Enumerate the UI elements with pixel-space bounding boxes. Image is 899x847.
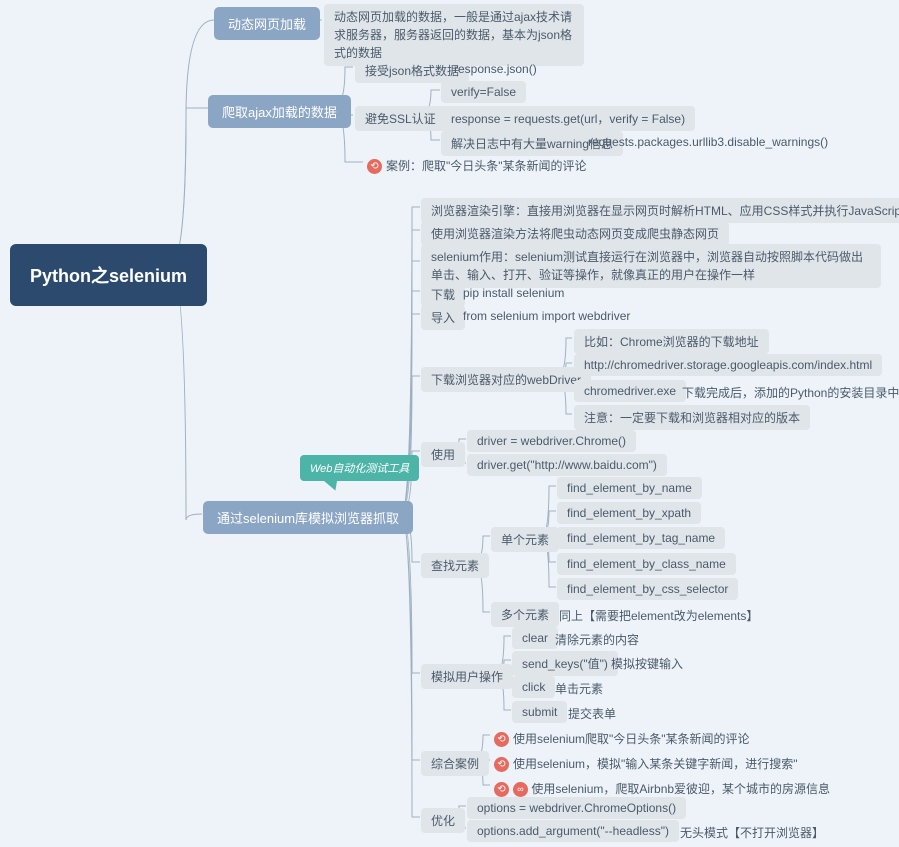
- f-xpath: find_element_by_xpath: [557, 502, 701, 524]
- sel-case: 综合案例: [421, 751, 489, 776]
- sel-opt: 优化: [421, 808, 465, 833]
- find-multi: 多个元素: [491, 602, 559, 627]
- callout: Web自动化测试工具: [300, 455, 419, 481]
- wd-chrome: 比如：Chrome浏览器的下载地址: [574, 329, 769, 354]
- ajax-ssl: 避免SSL认证: [355, 106, 446, 131]
- sel-download: 下载: [421, 282, 465, 307]
- use-driver: driver = webdriver.Chrome(): [467, 430, 636, 452]
- f-name: find_element_by_name: [557, 477, 702, 499]
- use-get: driver.get("http://www.baidu.com"): [467, 454, 667, 476]
- ssl-warn-tail: requests.packages.urllib3.disable_warnin…: [586, 133, 830, 151]
- wd-exe: chromedriver.exe: [574, 380, 686, 402]
- opt-headless-tail: 无头模式【不打开浏览器】: [678, 822, 826, 843]
- f-css: find_element_by_css_selector: [557, 578, 738, 600]
- warn-icon: ⟲: [494, 782, 509, 797]
- f-class: find_element_by_class_name: [557, 553, 736, 575]
- case-2: ⟲使用selenium，模拟"输入某条关键字新闻，进行搜索": [492, 753, 800, 774]
- root-label: Python之selenium: [30, 266, 187, 286]
- sim-click: click: [512, 676, 555, 698]
- callout-label: Web自动化测试工具: [310, 463, 409, 475]
- sel-import-tail: from selenium import webdriver: [461, 307, 632, 325]
- case-1: ⟲使用selenium爬取"今日头条"某条新闻的评论: [492, 728, 752, 749]
- sim-submit-tail: 提交表单: [566, 703, 618, 724]
- branch-selenium[interactable]: 通过selenium库模拟浏览器抓取: [203, 501, 413, 534]
- sel-find: 查找元素: [421, 553, 489, 578]
- find-multi-tail: 同上【需要把element改为elements】: [557, 605, 760, 626]
- sim-clear: clear: [512, 627, 558, 649]
- link-icon: ∞: [513, 782, 528, 797]
- find-single: 单个元素: [491, 527, 559, 552]
- branch-dynamic-desc: 动态网页加载的数据，一般是通过ajax技术请求服务器，服务器返回的数据，基本为j…: [324, 4, 584, 66]
- branch-dynamic[interactable]: 动态网页加载: [214, 7, 320, 40]
- sel-download-tail: pip install selenium: [461, 284, 566, 302]
- sel-render: 浏览器渲染引擎：直接用浏览器在显示网页时解析HTML、应用CSS样式并执行Jav…: [421, 198, 899, 223]
- sel-use: 使用: [421, 442, 465, 467]
- sel-static: 使用浏览器渲染方法将爬虫动态网页变成爬虫静态网页: [421, 221, 729, 246]
- wd-url: http://chromedriver.storage.googleapis.c…: [574, 354, 882, 376]
- sim-submit: submit: [512, 701, 567, 723]
- ssl-verify: verify=False: [441, 81, 526, 103]
- sel-webdriver: 下载浏览器对应的webDriver: [421, 367, 591, 392]
- sel-import: 导入: [421, 305, 465, 330]
- warn-icon: ⟲: [367, 159, 382, 174]
- sel-purpose: selenium作用：selenium测试直接运行在浏览器中，浏览器自动按照脚本…: [421, 244, 881, 288]
- opt-headless: options.add_argument("--headless"): [467, 820, 679, 842]
- wd-note: 注意：一定要下载和浏览器相对应的版本: [574, 405, 810, 430]
- opt-options: options = webdriver.ChromeOptions(): [467, 797, 686, 819]
- warn-icon: ⟲: [494, 732, 509, 747]
- f-tag: find_element_by_tag_name: [557, 527, 725, 549]
- wd-exe-tail: 下载完成后，添加的Python的安装目录中(Scripts中): [680, 382, 899, 403]
- sim-send: send_keys("值"): [512, 651, 618, 676]
- ajax-json-tail: response.json(): [452, 60, 539, 78]
- sim-click-tail: 单击元素: [553, 678, 605, 699]
- warn-icon: ⟲: [494, 757, 509, 772]
- root-node[interactable]: Python之selenium: [10, 244, 207, 306]
- sel-sim: 模拟用户操作: [421, 664, 513, 689]
- sim-send-tail: 模拟按键输入: [609, 653, 685, 674]
- branch-ajax[interactable]: 爬取ajax加载的数据: [208, 95, 351, 128]
- ajax-case: ⟲案例：爬取"今日头条"某条新闻的评论: [365, 155, 589, 176]
- sim-clear-tail: 清除元素的内容: [553, 629, 641, 650]
- ssl-response: response = requests.get(url，verify = Fal…: [441, 106, 695, 131]
